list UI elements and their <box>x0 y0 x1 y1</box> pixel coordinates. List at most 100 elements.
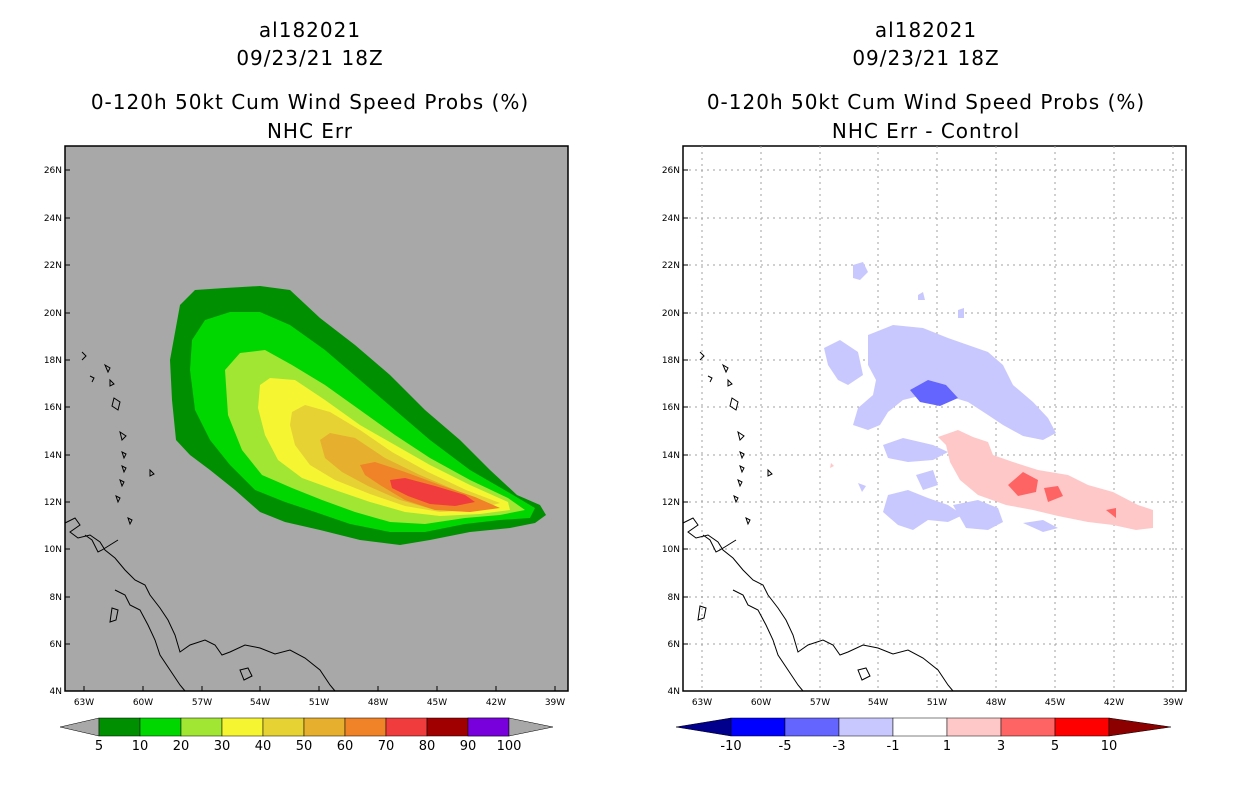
neg-region <box>853 262 868 280</box>
neg-region <box>916 470 938 490</box>
right-y-axis <box>683 169 688 692</box>
right-x-labels: 63W 60W 57W 54W 51W 48W 45W 42W 39W <box>692 698 1183 708</box>
left-y-axis <box>65 169 70 692</box>
right-title-subtitle: NHC Err - Control <box>831 119 1021 143</box>
x-tick-label: 63W <box>692 698 712 708</box>
colorbar-label: 20 <box>173 739 190 754</box>
colorbar-cell <box>892 717 948 737</box>
y-tick-label: 16N <box>44 403 62 413</box>
colorbar-cell <box>1054 717 1110 737</box>
neg-region <box>858 483 866 492</box>
colorbar-label: -5 <box>779 739 792 754</box>
right-islands <box>699 351 773 526</box>
colorbar-under-arrow <box>675 717 732 737</box>
y-tick-label: 18N <box>44 356 62 366</box>
y-tick-label: 20N <box>44 309 62 319</box>
left-title-product: 0-120h 50kt Cum Wind Speed Probs (%) <box>90 90 530 114</box>
right-positive-regions <box>830 430 1153 530</box>
neg-region <box>853 325 1056 440</box>
x-tick-label: 60W <box>751 698 771 708</box>
x-tick-label: 45W <box>1045 698 1065 708</box>
colorbar-over-arrow <box>1108 717 1172 737</box>
left-title-datetime: 09/23/21 18Z <box>236 46 384 70</box>
y-tick-label: 4N <box>668 687 680 697</box>
colorbar-cell <box>784 717 840 737</box>
left-x-labels: 63W 60W 57W 54W 51W 48W 45W 42W 39W <box>74 698 565 708</box>
colorbar-cell <box>1000 717 1056 737</box>
left-x-axis <box>83 686 556 691</box>
right-map-background <box>682 145 1187 692</box>
y-tick-label: 22N <box>662 261 680 271</box>
colorbar-cell <box>262 717 305 737</box>
left-title-storm: al182021 <box>258 18 362 42</box>
x-tick-label: 51W <box>309 698 329 708</box>
left-colorbar-labels: 5 10 20 30 40 50 60 70 80 90 100 <box>95 739 522 754</box>
pos-region-strong <box>1044 486 1063 502</box>
neg-region <box>883 438 948 462</box>
left-colorbar: 5 10 20 30 40 50 60 70 80 90 100 <box>59 717 554 754</box>
colorbar-label: 90 <box>460 739 477 754</box>
pos-region <box>830 463 834 468</box>
y-tick-label: 18N <box>662 356 680 366</box>
colorbar-label: 5 <box>1051 739 1059 754</box>
neg-region <box>918 292 925 300</box>
colorbar-cell <box>730 717 786 737</box>
left-colorbar-cells <box>98 717 510 737</box>
x-tick-label: 45W <box>427 698 447 708</box>
neg-region-strong <box>910 380 958 406</box>
colorbar-label: 10 <box>132 739 149 754</box>
y-tick-label: 6N <box>50 640 62 650</box>
right-colorbar: -10 -5 -3 -1 1 3 5 10 <box>675 717 1172 754</box>
y-tick-label: 14N <box>662 451 680 461</box>
right-colorbar-labels: -10 -5 -3 -1 1 3 5 10 <box>720 739 1117 754</box>
x-tick-label: 48W <box>986 698 1006 708</box>
colorbar-label: -10 <box>720 739 741 754</box>
colorbar-label: 70 <box>378 739 395 754</box>
neg-region <box>824 340 863 385</box>
y-tick-label: 12N <box>662 498 680 508</box>
neg-region <box>958 308 964 318</box>
right-coastlines <box>682 517 954 692</box>
colorbar-cell <box>139 717 182 737</box>
x-tick-label: 42W <box>1104 698 1124 708</box>
x-tick-label: 63W <box>74 698 94 708</box>
colorbar-cell <box>303 717 346 737</box>
right-title-storm: al182021 <box>874 18 978 42</box>
y-tick-label: 24N <box>44 214 62 224</box>
y-tick-label: 10N <box>662 545 680 555</box>
y-tick-label: 14N <box>44 451 62 461</box>
y-tick-label: 6N <box>668 640 680 650</box>
y-tick-label: 10N <box>44 545 62 555</box>
neg-region <box>883 490 963 530</box>
colorbar-label: 50 <box>296 739 313 754</box>
y-tick-label: 4N <box>50 687 62 697</box>
y-tick-label: 20N <box>662 309 680 319</box>
y-tick-label: 8N <box>668 593 680 603</box>
colorbar-cell <box>344 717 387 737</box>
colorbar-label: 60 <box>337 739 354 754</box>
colorbar-cell <box>838 717 894 737</box>
colorbar-label: -3 <box>833 739 846 754</box>
colorbar-cell <box>180 717 223 737</box>
left-title-subtitle: NHC Err <box>266 119 354 143</box>
pos-region-strong <box>1106 508 1116 518</box>
colorbar-cell <box>385 717 428 737</box>
y-tick-label: 22N <box>44 261 62 271</box>
colorbar-label: 10 <box>1101 739 1118 754</box>
colorbar-cell <box>946 717 1002 737</box>
contour-70 <box>390 478 475 506</box>
x-tick-label: 57W <box>192 698 212 708</box>
colorbar-cell <box>467 717 510 737</box>
colorbar-cell <box>426 717 469 737</box>
colorbar-over-arrow <box>508 717 554 737</box>
right-negative-regions <box>824 262 1058 532</box>
pos-region-strong <box>1008 472 1038 496</box>
x-tick-label: 39W <box>1163 698 1183 708</box>
colorbar-under-arrow <box>59 717 100 737</box>
x-tick-label: 42W <box>486 698 506 708</box>
y-tick-label: 26N <box>44 166 62 176</box>
x-tick-label: 51W <box>927 698 947 708</box>
x-tick-label: 54W <box>250 698 270 708</box>
y-tick-label: 26N <box>662 166 680 176</box>
right-map: 4N 6N 8N 10N 12N 14N 16N 18N 20N 22N 24N… <box>662 145 1187 708</box>
